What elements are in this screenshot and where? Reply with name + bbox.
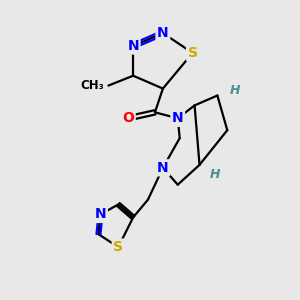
Text: S: S bbox=[188, 46, 198, 60]
Text: CH₃: CH₃ bbox=[81, 79, 104, 92]
Text: S: S bbox=[113, 240, 123, 254]
Text: N: N bbox=[172, 111, 184, 125]
Text: O: O bbox=[122, 111, 134, 125]
Text: H: H bbox=[229, 84, 240, 97]
Text: N: N bbox=[95, 207, 106, 221]
Text: N: N bbox=[127, 39, 139, 53]
Text: N: N bbox=[157, 26, 169, 40]
Text: H: H bbox=[209, 168, 220, 181]
Text: N: N bbox=[157, 161, 169, 175]
